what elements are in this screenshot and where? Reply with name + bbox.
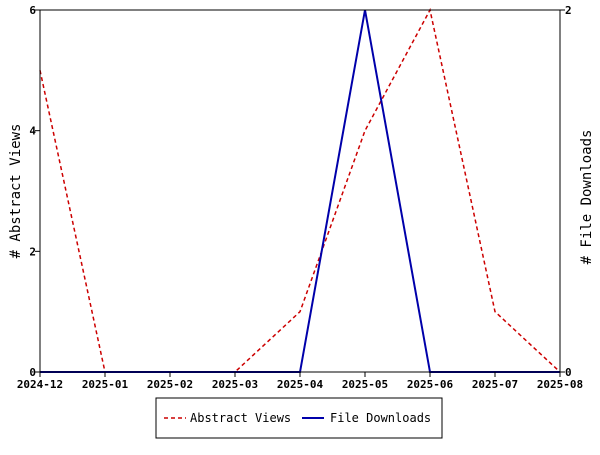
x-tick-label: 2025-02 — [147, 378, 193, 391]
right-axis-title: # File Downloads — [579, 130, 595, 265]
x-tick-label: 2025-08 — [537, 378, 583, 391]
left-axis-ticks: 0 2 4 6 — [29, 4, 40, 379]
legend-label-abstract-views: Abstract Views — [190, 411, 291, 425]
x-axis-ticks: 2024-12 2025-01 2025-02 2025-03 2025-04 2025-… — [17, 372, 583, 391]
x-tick-label: 2025-04 — [277, 378, 324, 391]
x-tick-label: 2024-12 — [17, 378, 63, 391]
left-axis-title: # Abstract Views — [8, 124, 24, 259]
legend-box — [155, 397, 443, 439]
x-tick-label: 2025-01 — [82, 378, 129, 391]
x-tick-label: 2025-06 — [407, 378, 454, 391]
left-tick-label: 0 — [29, 366, 36, 379]
series-line-file-downloads — [40, 9, 560, 373]
left-tick-label: 2 — [29, 245, 36, 258]
x-tick-label: 2025-07 — [472, 378, 518, 391]
left-tick-label: 4 — [29, 125, 36, 138]
legend-label-file-downloads: File Downloads — [330, 411, 431, 425]
left-tick-label: 6 — [29, 4, 36, 17]
x-tick-label: 2025-05 — [342, 378, 388, 391]
series-line-abstract-views — [39, 7, 561, 373]
plot-frame — [39, 9, 561, 373]
right-tick-label: 2 — [565, 4, 572, 17]
right-tick-label: 0 — [565, 366, 572, 379]
plot-layer — [39, 7, 561, 373]
axes-layer: 2024-12 2025-01 2025-02 2025-03 2025-04 2025-… — [8, 4, 595, 391]
x-tick-label: 2025-03 — [212, 378, 258, 391]
right-axis-ticks: 02 — [560, 4, 572, 379]
legend: Abstract Views File Downloads — [155, 397, 443, 439]
